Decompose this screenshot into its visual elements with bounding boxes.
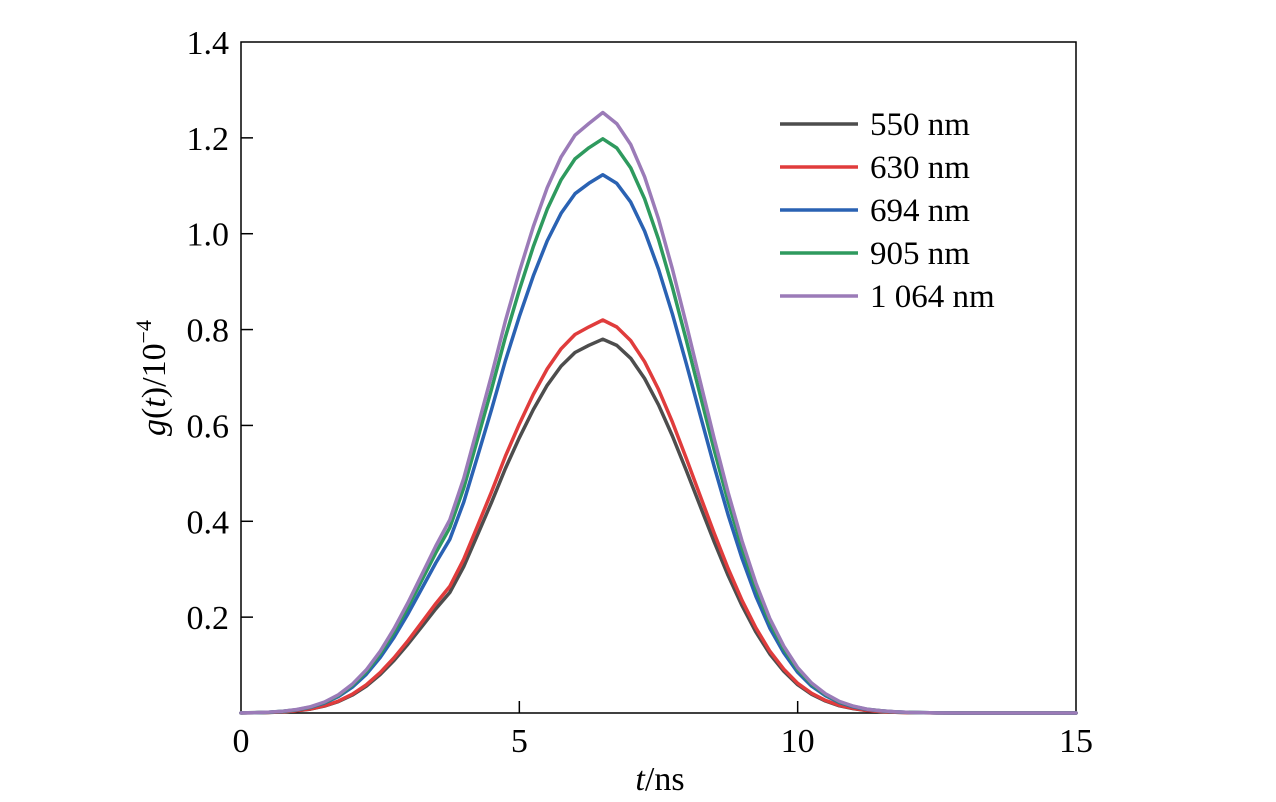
legend-label: 694 nm	[870, 193, 970, 229]
x-tick-label: 10	[781, 723, 815, 760]
y-axis-label-t: t	[136, 397, 173, 408]
y-tick-label: 0.4	[187, 504, 230, 541]
x-tick-label: 15	[1059, 723, 1093, 760]
y-axis-label: g(t)/10−4	[131, 320, 173, 436]
series-line-1-064-nm	[239, 110, 1078, 715]
y-tick-label: 1.4	[187, 25, 230, 62]
legend: 550 nm 630 nm 694 nm 905 nm 1 064 nm	[780, 107, 995, 315]
series-layer	[239, 110, 1078, 715]
y-tick-label: 1.2	[187, 121, 230, 158]
y-tick-label: 0.6	[187, 408, 230, 445]
series-line-630-nm	[239, 318, 1078, 715]
x-axis-label: t/ns	[635, 761, 684, 798]
x-axis-label-italic: t	[635, 761, 646, 798]
legend-label: 905 nm	[870, 236, 970, 272]
legend-label: 1 064 nm	[870, 279, 995, 315]
y-axis-label-g: g	[136, 419, 173, 436]
legend-label: 550 nm	[870, 107, 970, 143]
y-tick-label: 1.0	[187, 217, 230, 254]
y-axis-label-scale: )/10	[136, 343, 173, 398]
y-tick-label: 0.8	[187, 313, 230, 350]
series-line-550-nm	[239, 337, 1078, 715]
y-axis-label-paren: (	[136, 408, 173, 419]
y-axis-label-exponent: −4	[131, 320, 156, 343]
x-tick-label: 0	[233, 723, 250, 760]
y-tick-label: 0.2	[187, 600, 230, 637]
legend-label: 630 nm	[870, 150, 970, 186]
ticks-layer: 0 5 10 15 0.2 0.4 0.6 0.8 1.0 1.2 1.4	[187, 25, 1094, 760]
x-tick-label: 5	[511, 723, 528, 760]
x-axis-label-unit: /ns	[645, 761, 685, 798]
plot-frame	[240, 41, 1077, 714]
